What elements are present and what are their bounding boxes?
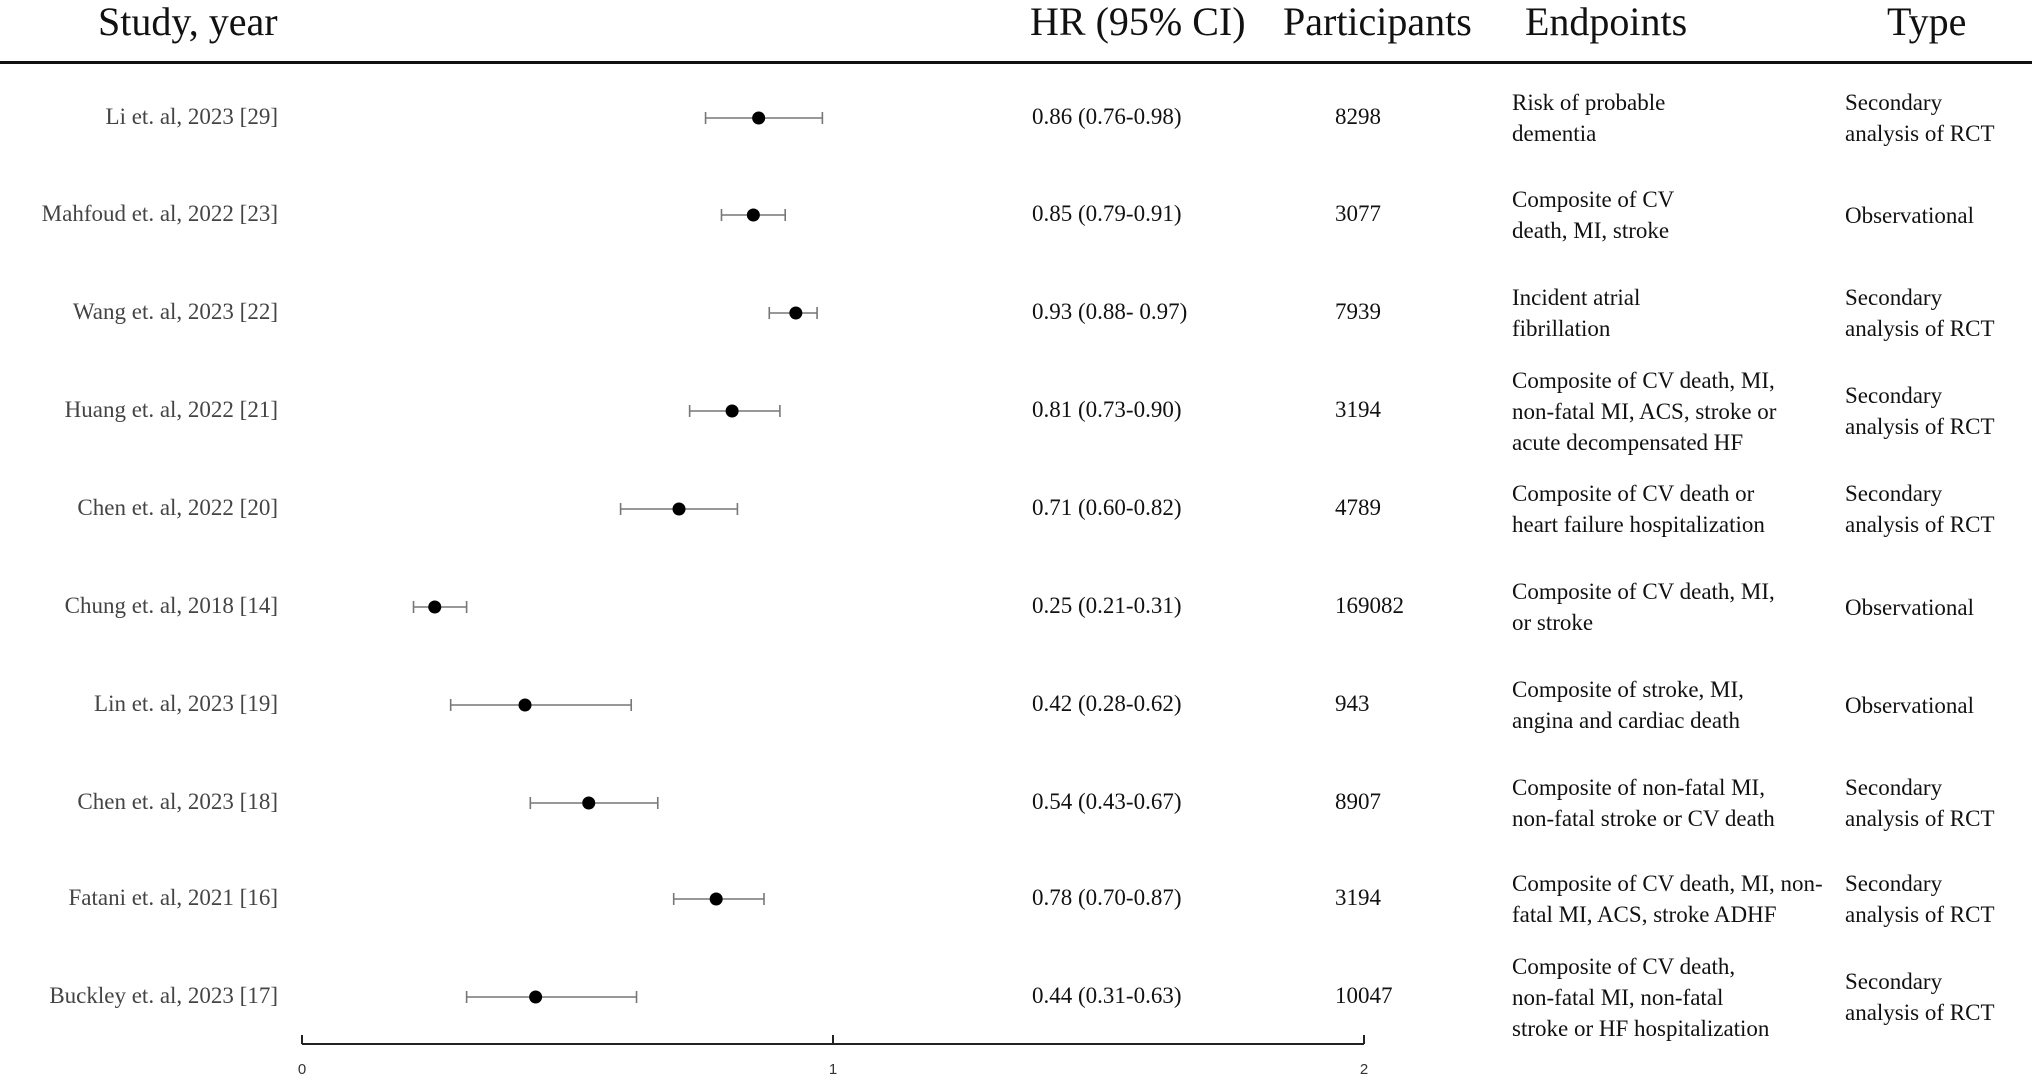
x-tick-label: 1 [829, 1061, 837, 1078]
study-type-text: Secondary [1845, 481, 1943, 506]
study-type-text: analysis of RCT [1845, 512, 1995, 537]
hr-ci-value: 0.54 (0.43-0.67) [1032, 789, 1182, 814]
endpoint-text: heart failure hospitalization [1512, 512, 1765, 537]
participants-value: 8907 [1335, 789, 1381, 814]
endpoint-text: death, MI, stroke [1512, 218, 1670, 243]
study-type-text: Secondary [1845, 969, 1943, 994]
study-label: Lin et. al, 2023 [19] [94, 691, 278, 716]
study-type-text: Secondary [1845, 871, 1943, 896]
study-type-text: analysis of RCT [1845, 806, 1995, 831]
study-label: Mahfoud et. al, 2022 [23] [41, 201, 278, 226]
hr-point [725, 404, 739, 418]
header-participants: Participants [1283, 0, 1472, 44]
header-study: Study, year [98, 0, 278, 44]
study-label: Fatani et. al, 2021 [16] [68, 885, 278, 910]
endpoint-text: or stroke [1512, 610, 1594, 635]
endpoint-text: non-fatal MI, non-fatal [1512, 984, 1724, 1010]
hr-ci-value: 0.71 (0.60-0.82) [1032, 495, 1182, 520]
study-label: Chen et. al, 2023 [18] [77, 789, 278, 814]
participants-value: 4789 [1335, 495, 1381, 520]
hr-point [428, 600, 442, 614]
hr-point [529, 990, 543, 1004]
participants-value: 3194 [1335, 885, 1381, 910]
study-type-text: Observational [1845, 692, 1975, 718]
endpoint-text: Composite of CV death, MI, non- [1512, 871, 1823, 896]
hr-ci-value: 0.93 (0.88- 0.97) [1032, 299, 1188, 324]
endpoint-text: Composite of CV [1512, 187, 1675, 212]
hr-point [709, 892, 723, 906]
endpoint-text: stroke or HF hospitalization [1512, 1015, 1770, 1041]
endpoint-text: Composite of CV death, [1512, 953, 1736, 979]
study-type-text: analysis of RCT [1845, 121, 1995, 146]
study-label: Li et. al, 2023 [29] [105, 104, 278, 129]
x-tick-label: 2 [1360, 1061, 1368, 1078]
endpoint-text: Incident atrial [1512, 285, 1641, 310]
study-type-text: analysis of RCT [1845, 414, 1995, 439]
study-type-text: Secondary [1845, 775, 1943, 800]
participants-value: 7939 [1335, 299, 1381, 324]
endpoint-text: angina and cardiac death [1512, 708, 1740, 733]
participants-value: 10047 [1335, 983, 1393, 1008]
endpoint-text: Composite of stroke, MI, [1512, 677, 1744, 702]
study-label: Chung et. al, 2018 [14] [64, 593, 278, 618]
endpoint-text: fatal MI, ACS, stroke ADHF [1512, 902, 1777, 927]
endpoint-text: Composite of CV death, MI, [1512, 367, 1775, 393]
hr-point [672, 502, 686, 516]
study-type-text: Secondary [1845, 285, 1943, 310]
endpoint-text: acute decompensated HF [1512, 429, 1744, 455]
header-type: Type [1887, 0, 1967, 44]
study-type-text: Observational [1845, 594, 1975, 620]
hr-ci-value: 0.78 (0.70-0.87) [1032, 885, 1182, 910]
hr-point [746, 208, 760, 222]
study-label: Huang et. al, 2022 [21] [64, 397, 278, 422]
participants-value: 8298 [1335, 104, 1381, 129]
endpoint-text: Risk of probable [1512, 90, 1666, 115]
hr-point [789, 306, 803, 320]
hr-ci-value: 0.44 (0.31-0.63) [1032, 983, 1182, 1008]
hr-ci-value: 0.81 (0.73-0.90) [1032, 397, 1182, 422]
hr-point [752, 111, 766, 125]
hr-ci-value: 0.42 (0.28-0.62) [1032, 691, 1182, 716]
endpoint-text: dementia [1512, 121, 1597, 146]
endpoint-text: Composite of CV death or [1512, 481, 1755, 506]
x-tick-label: 0 [298, 1061, 306, 1078]
hr-ci-value: 0.86 (0.76-0.98) [1032, 104, 1182, 129]
endpoint-text: non-fatal MI, ACS, stroke or [1512, 398, 1777, 424]
endpoint-text: fibrillation [1512, 316, 1611, 341]
study-type-text: analysis of RCT [1845, 316, 1995, 341]
study-type-text: analysis of RCT [1845, 1000, 1995, 1025]
study-type-text: analysis of RCT [1845, 902, 1995, 927]
header-rule [0, 61, 2032, 64]
study-label: Buckley et. al, 2023 [17] [49, 983, 278, 1008]
endpoint-text: non-fatal stroke or CV death [1512, 806, 1775, 831]
endpoint-text: Composite of CV death, MI, [1512, 579, 1775, 604]
study-type-text: Secondary [1845, 90, 1943, 115]
hr-ci-value: 0.25 (0.21-0.31) [1032, 593, 1182, 618]
participants-value: 3194 [1335, 397, 1381, 422]
study-label: Wang et. al, 2023 [22] [72, 299, 278, 324]
hr-point [582, 796, 596, 810]
participants-value: 169082 [1335, 593, 1404, 618]
study-label: Chen et. al, 2022 [20] [77, 495, 278, 520]
participants-value: 943 [1335, 691, 1370, 716]
hr-point [518, 698, 532, 712]
header-endpoints: Endpoints [1525, 0, 1688, 44]
study-type-text: Observational [1845, 202, 1975, 228]
study-type-text: Secondary [1845, 383, 1943, 408]
endpoint-text: Composite of non-fatal MI, [1512, 775, 1765, 800]
participants-value: 3077 [1335, 201, 1381, 226]
hr-ci-value: 0.85 (0.79-0.91) [1032, 201, 1182, 226]
header-hr: HR (95% CI) [1030, 0, 1246, 44]
